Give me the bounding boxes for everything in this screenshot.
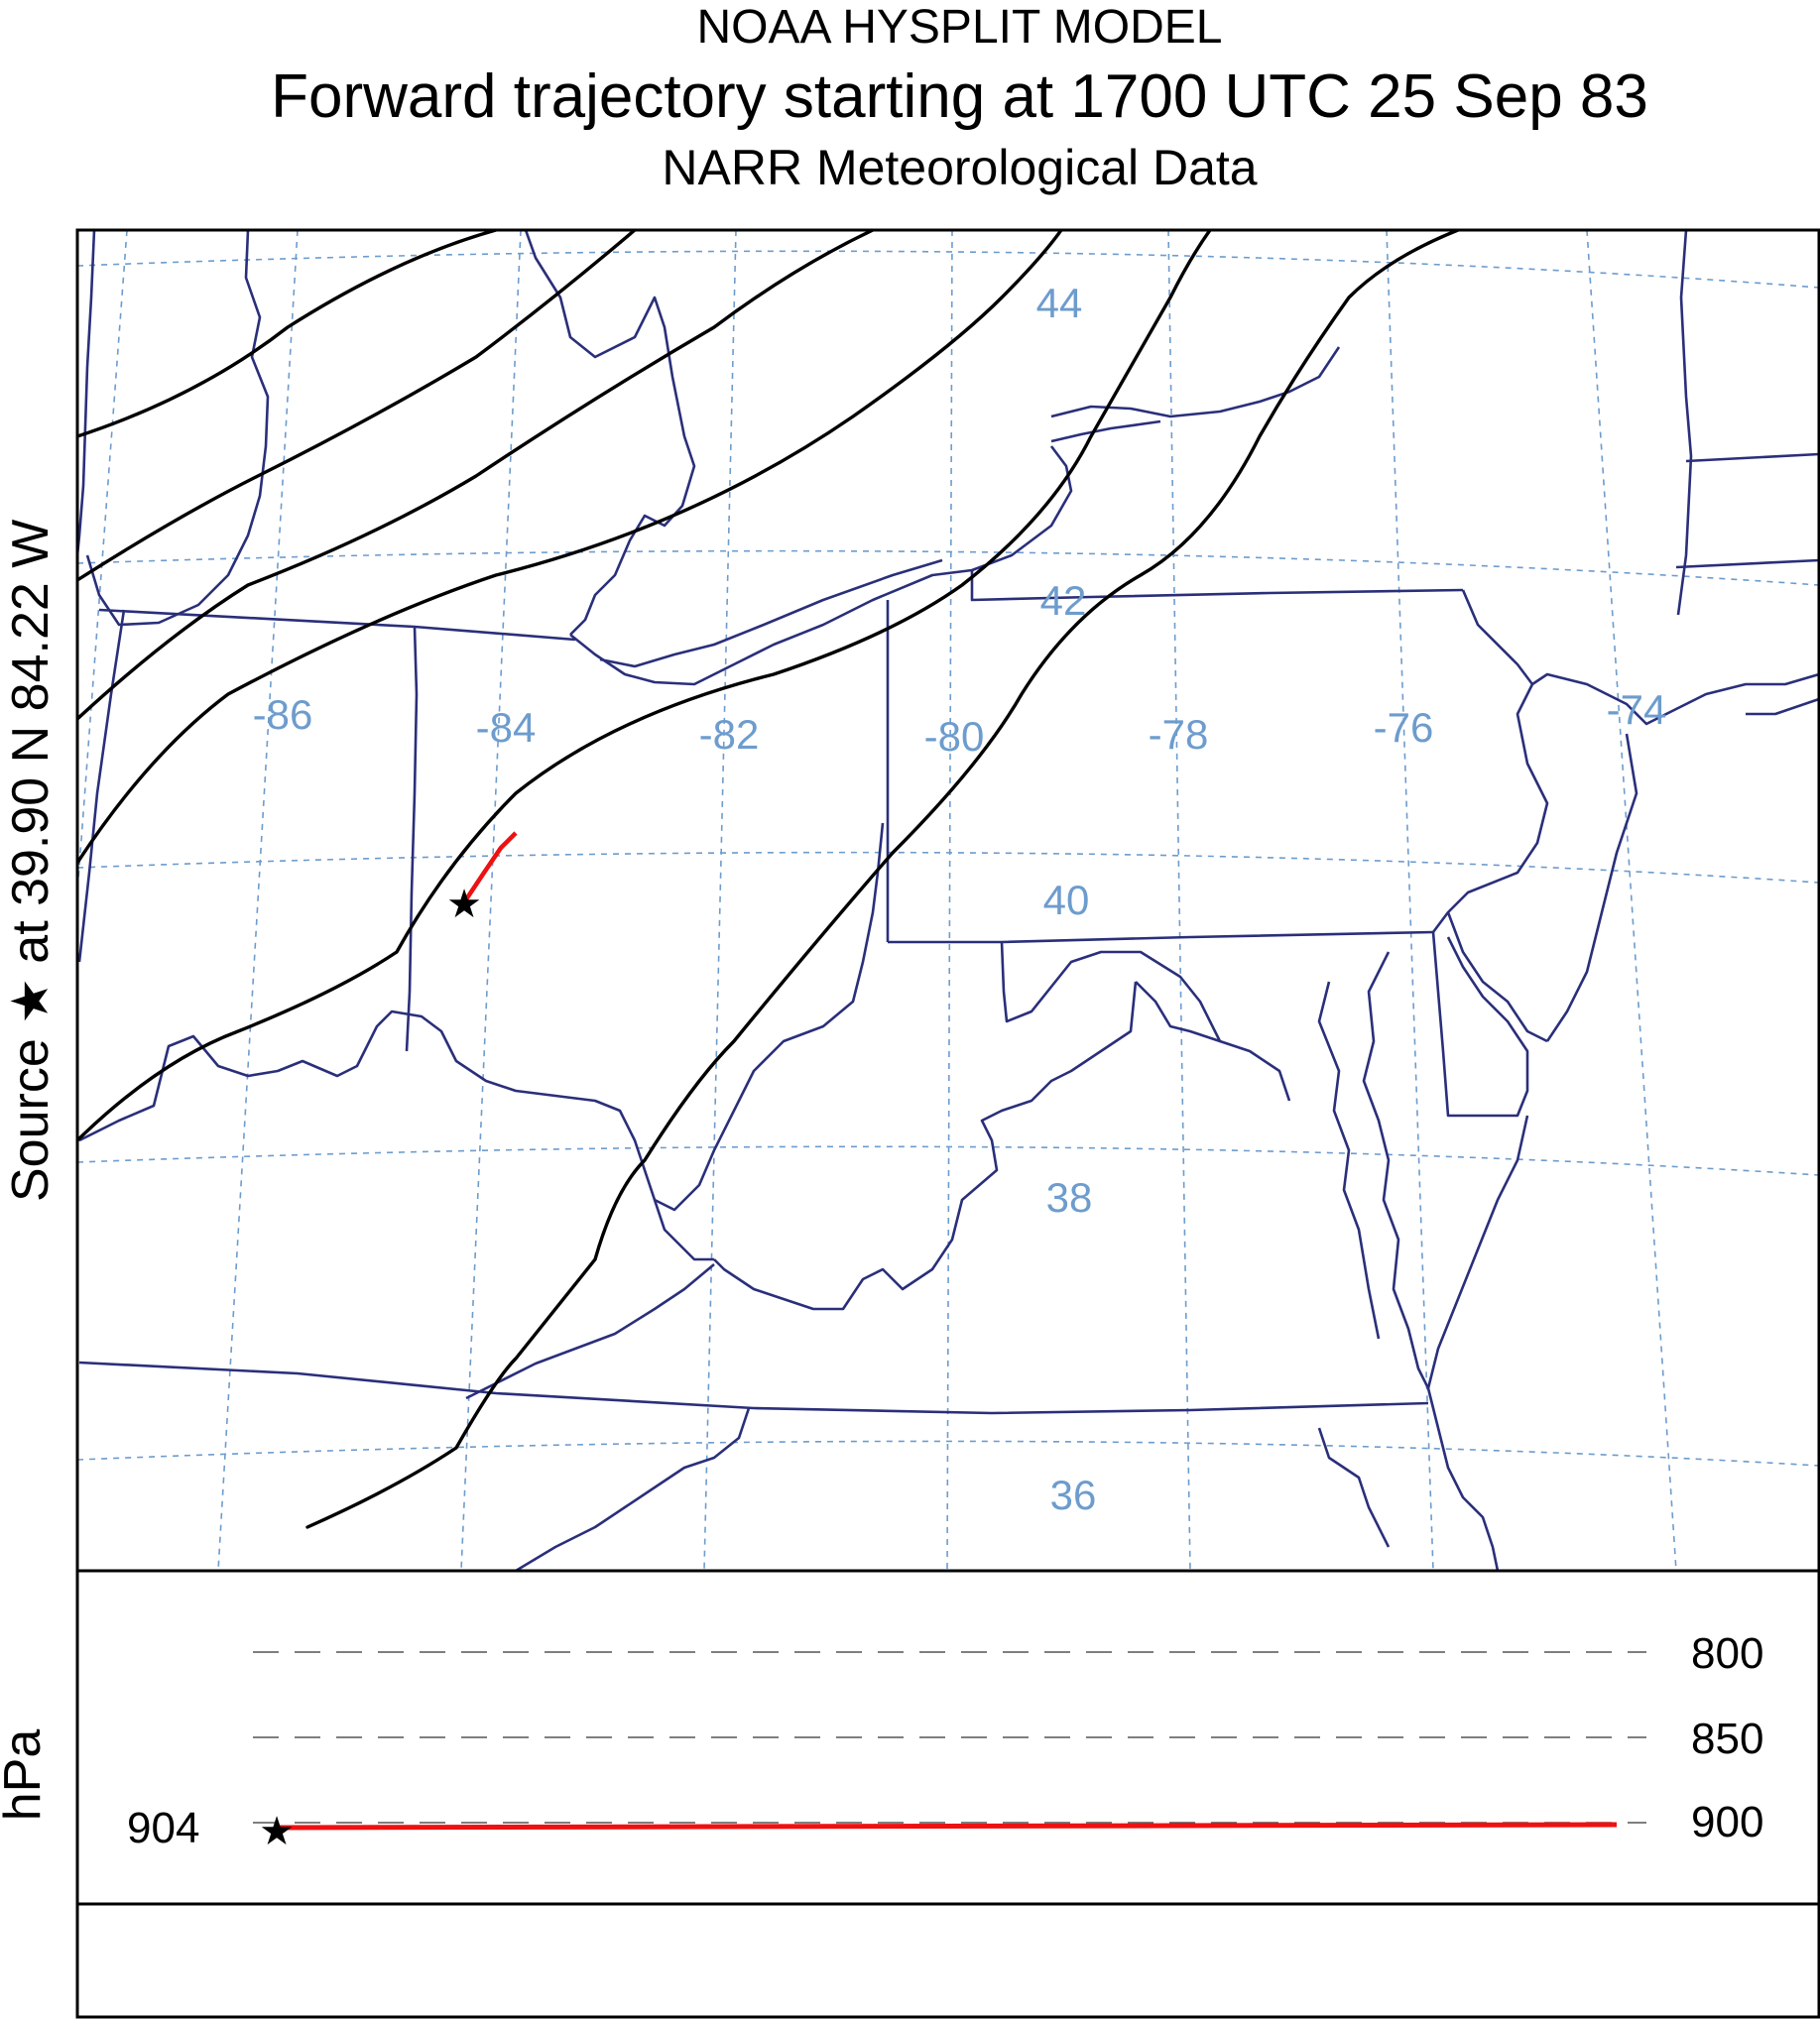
lat-label-44: 44 [1036, 280, 1083, 326]
source-label: Source ★ at 39.90 N 84.22 W [2, 520, 60, 1202]
source-marker-map: ★ [446, 882, 482, 927]
lon-label-74: -74 [1607, 686, 1667, 733]
trajectory-title: Forward trajectory starting at 1700 UTC … [271, 62, 1648, 131]
political-boundaries [77, 230, 1819, 1571]
longitude-gridlines [77, 230, 1677, 1571]
lat-label-40: 40 [1043, 877, 1090, 923]
pressure-level-850: 850 [1691, 1715, 1763, 1763]
meteorology-title: NARR Meteorological Data [662, 140, 1258, 195]
pressure-level-800: 800 [1691, 1629, 1763, 1678]
graticule-labels: -86 -84 -82 -80 -78 -76 -74 44 42 40 38 … [253, 280, 1667, 1518]
lon-label-78: -78 [1149, 711, 1209, 758]
forward-trajectory-path [462, 831, 518, 904]
lon-label-84: -84 [476, 704, 537, 751]
model-title: NOAA HYSPLIT MODEL [696, 1, 1223, 54]
lat-label-36: 36 [1050, 1472, 1097, 1518]
source-marker-profile: ★ [259, 1809, 295, 1854]
map-frame [75, 228, 1820, 1573]
start-pressure-label: 904 [127, 1804, 199, 1852]
lon-label-80: -80 [924, 713, 985, 760]
lon-label-82: -82 [699, 711, 760, 758]
lon-label-86: -86 [253, 691, 313, 738]
vertical-axis-label: hPa [0, 1729, 52, 1822]
pressure-gridlines [253, 1651, 1646, 1824]
pressure-level-900: 900 [1691, 1798, 1763, 1846]
vertical-trajectory-path [275, 1822, 1618, 1831]
streamlines [77, 230, 1460, 1529]
bottom-panel-frame [75, 1902, 1820, 2019]
lat-label-42: 42 [1040, 577, 1087, 624]
lat-label-38: 38 [1046, 1174, 1093, 1221]
lon-label-76: -76 [1374, 704, 1434, 751]
map-panel: ★ -86 -84 -82 -80 -78 -76 -74 44 42 40 3… [77, 230, 1819, 1571]
latitude-gridlines [77, 250, 1819, 1467]
